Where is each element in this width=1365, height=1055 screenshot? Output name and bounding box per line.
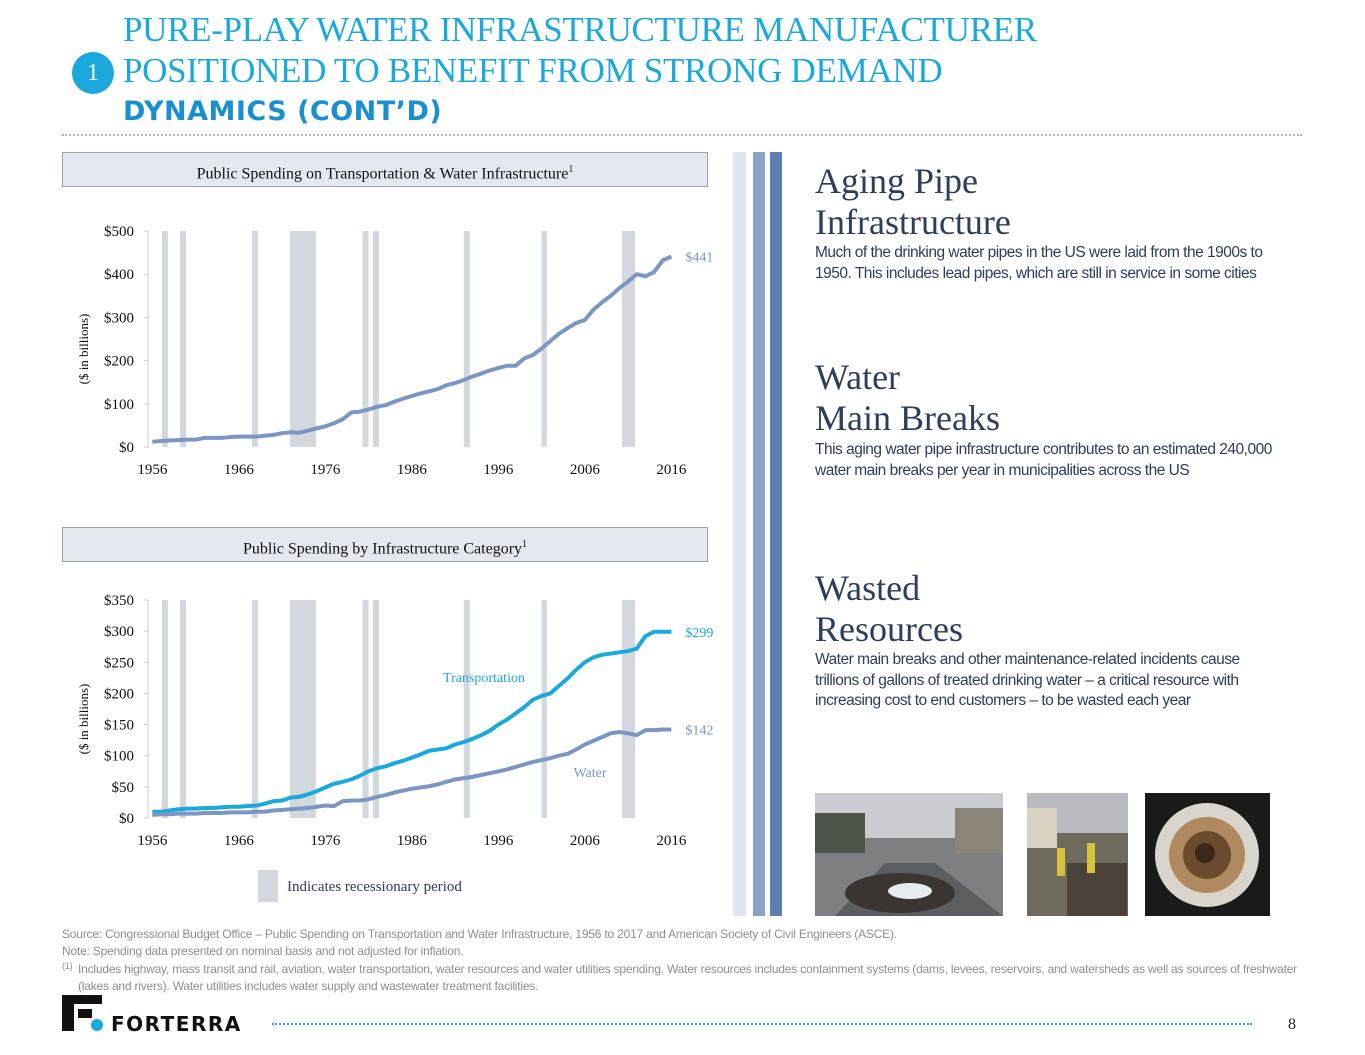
- y-tick-label: $200: [104, 354, 134, 370]
- y-tick-label: $50: [112, 780, 135, 796]
- end-label: $441: [685, 250, 713, 265]
- source-note: Source: Congressional Budget Office – Pu…: [62, 927, 897, 941]
- x-tick-label: 1956: [137, 462, 168, 478]
- series-line: [152, 629, 672, 814]
- series-name: Transportation: [443, 671, 525, 686]
- photo-main-break: [815, 793, 1003, 916]
- divider: [62, 134, 1302, 136]
- y-tick-label: $400: [104, 267, 134, 283]
- recession-band: [289, 600, 316, 818]
- x-tick-label: 1996: [483, 833, 514, 849]
- x-tick-label: 1996: [483, 462, 514, 478]
- recession-band: [463, 600, 470, 818]
- x-tick-label: 1956: [137, 833, 168, 849]
- footnote-ref: 1: [522, 539, 528, 550]
- recession-band: [463, 231, 470, 447]
- footnote-ref: 1: [568, 164, 574, 175]
- chart-title-box: Public Spending on Transportation & Wate…: [62, 152, 708, 187]
- photo-pipe: [1145, 793, 1270, 916]
- footer-divider: [272, 1023, 1252, 1025]
- recession-band: [362, 600, 369, 818]
- x-tick-label: 1976: [310, 462, 341, 478]
- x-tick-label: 1966: [224, 462, 255, 478]
- logo-mark: [62, 995, 103, 1031]
- logo-text: FORTERRA: [111, 1012, 242, 1036]
- series-name: Water: [573, 766, 606, 781]
- title-line: DYNAMICS (CONT’D): [123, 96, 443, 127]
- section-heading: Wasted Resources: [815, 568, 963, 649]
- recession-band: [289, 231, 316, 447]
- x-tick-label: 1966: [224, 833, 255, 849]
- y-tick-label: $200: [104, 686, 134, 702]
- legend-swatch: [258, 870, 278, 902]
- recession-band: [622, 231, 636, 447]
- x-tick-label: 2016: [656, 462, 687, 478]
- recession-band: [251, 600, 258, 818]
- page-number: 8: [1288, 1016, 1296, 1033]
- chart-title: Public Spending by Infrastructure Catego…: [242, 540, 523, 558]
- series-line: [152, 254, 673, 444]
- decor-strip: [770, 152, 782, 916]
- y-tick-label: $100: [104, 397, 134, 413]
- section-text: This aging water pipe infrastructure con…: [815, 441, 1272, 479]
- recession-band: [161, 600, 168, 818]
- y-axis-label: ($ in billions): [76, 314, 91, 385]
- y-tick-label: $300: [104, 624, 134, 640]
- note: Note: Spending data presented on nominal…: [62, 944, 464, 958]
- x-tick-label: 1986: [397, 833, 428, 849]
- chart-title-box: Public Spending by Infrastructure Catego…: [62, 527, 708, 562]
- x-tick-label: 1986: [397, 462, 428, 478]
- y-tick-label: $150: [104, 718, 134, 734]
- recession-band: [372, 600, 379, 818]
- y-tick-label: $250: [104, 655, 134, 671]
- decor-strip: [733, 152, 746, 916]
- end-label: $299: [685, 626, 713, 641]
- recession-band: [251, 231, 258, 447]
- y-tick-label: $0: [119, 440, 134, 456]
- section-heading: Water Main Breaks: [815, 357, 1000, 438]
- x-tick-label: 2016: [656, 833, 687, 849]
- recession-band: [541, 600, 547, 818]
- decor-strip: [753, 152, 765, 916]
- section-text: Water main breaks and other maintenance-…: [815, 651, 1240, 709]
- chart-title: Public Spending on Transportation & Wate…: [196, 165, 569, 183]
- y-tick-label: $500: [104, 224, 134, 240]
- section-badge: 1: [72, 52, 114, 94]
- series-line: [152, 727, 672, 817]
- recession-band: [180, 231, 187, 447]
- y-tick-label: $350: [104, 593, 134, 609]
- y-tick-label: $100: [104, 749, 134, 765]
- recession-band: [180, 600, 187, 818]
- y-tick-label: $0: [119, 811, 134, 827]
- end-label: $142: [685, 724, 713, 739]
- legend-label: Indicates recessionary period: [287, 879, 462, 895]
- recession-band: [161, 231, 168, 447]
- section-text: Much of the drinking water pipes in the …: [815, 244, 1263, 282]
- title-line: PURE-PLAY WATER INFRASTRUCTURE MANUFACTU…: [123, 10, 1037, 49]
- recession-band: [541, 231, 547, 447]
- x-tick-label: 2006: [570, 462, 601, 478]
- x-tick-label: 1976: [310, 833, 341, 849]
- footnote: (1) Includes highway, mass transit and ra…: [62, 961, 1297, 993]
- y-axis-label: ($ in billions): [76, 684, 91, 755]
- x-tick-label: 2006: [570, 833, 601, 849]
- y-tick-label: $300: [104, 310, 134, 326]
- photo-repair: [1027, 793, 1128, 916]
- recession-band: [362, 231, 369, 447]
- recession-band: [622, 600, 636, 818]
- section-heading: Aging Pipe Infrastructure: [815, 161, 1011, 242]
- title-line: POSITIONED TO BENEFIT FROM STRONG DEMAND: [123, 51, 943, 90]
- recession-band: [372, 231, 379, 447]
